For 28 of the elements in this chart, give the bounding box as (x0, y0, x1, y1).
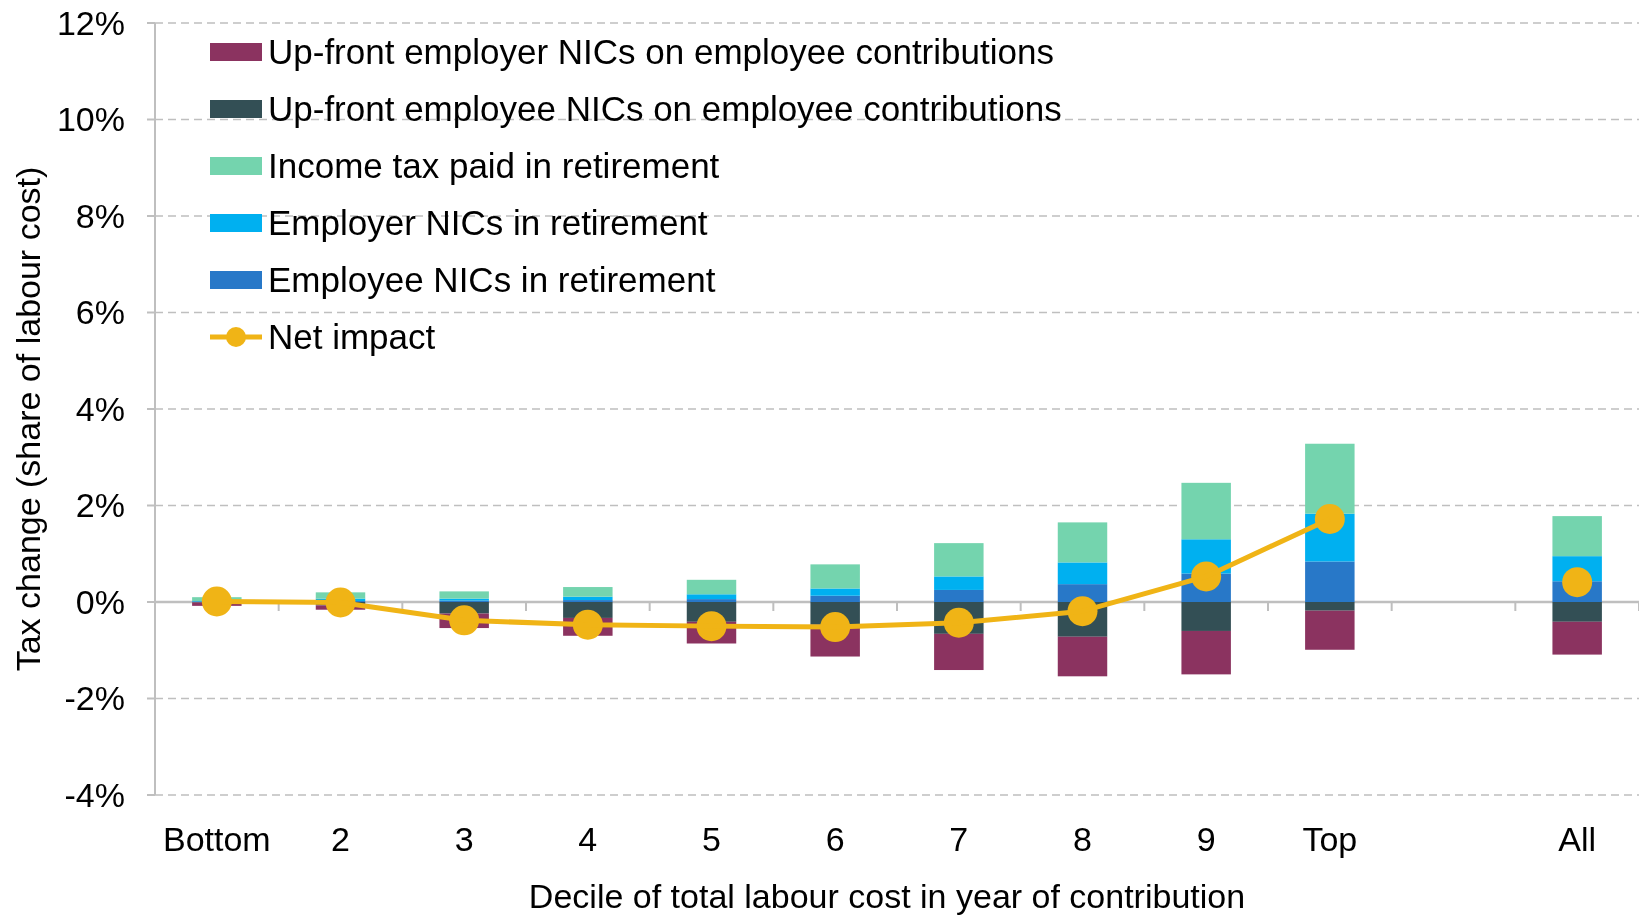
y-tick-label: 6% (75, 293, 125, 332)
y-tick-label: -4% (64, 775, 125, 814)
legend-label: Employee NICs in retirement (268, 260, 716, 300)
x-tick-label: Bottom (162, 820, 271, 858)
legend-label: Up-front employer NICs on employee contributions (268, 32, 1054, 72)
x-tick-label: 9 (1196, 820, 1216, 858)
y-tick-label: 12% (56, 3, 125, 42)
y-tick-label: 8% (75, 196, 125, 235)
x-axis-title: Decile of total labour cost in year of contribution (528, 877, 1246, 915)
y-axis-title: Tax change (share of labour cost) (9, 166, 47, 672)
y-tick-label: 10% (56, 100, 125, 139)
y-tick-label: -2% (64, 679, 125, 718)
x-tick-label: All (1558, 820, 1597, 858)
x-tick-label: 7 (949, 820, 969, 858)
legend-label: Up-front employee NICs on employee contributions (268, 89, 1062, 129)
x-tick-label: 8 (1073, 820, 1092, 858)
x-tick-label: 2 (331, 820, 350, 858)
y-tick-label: 2% (75, 486, 125, 525)
x-tick-label: 5 (702, 820, 721, 858)
legend-label: Net impact (268, 317, 436, 357)
y-tick-label: 0% (75, 582, 125, 621)
legend-label: Employer NICs in retirement (268, 203, 708, 243)
x-tick-label: Top (1302, 820, 1358, 858)
x-tick-label: 6 (825, 820, 845, 858)
x-tick-label: 4 (578, 820, 598, 858)
legend-label: Income tax paid in retirement (268, 146, 720, 186)
x-tick-label: 3 (454, 820, 474, 858)
y-tick-label: 4% (75, 389, 125, 428)
